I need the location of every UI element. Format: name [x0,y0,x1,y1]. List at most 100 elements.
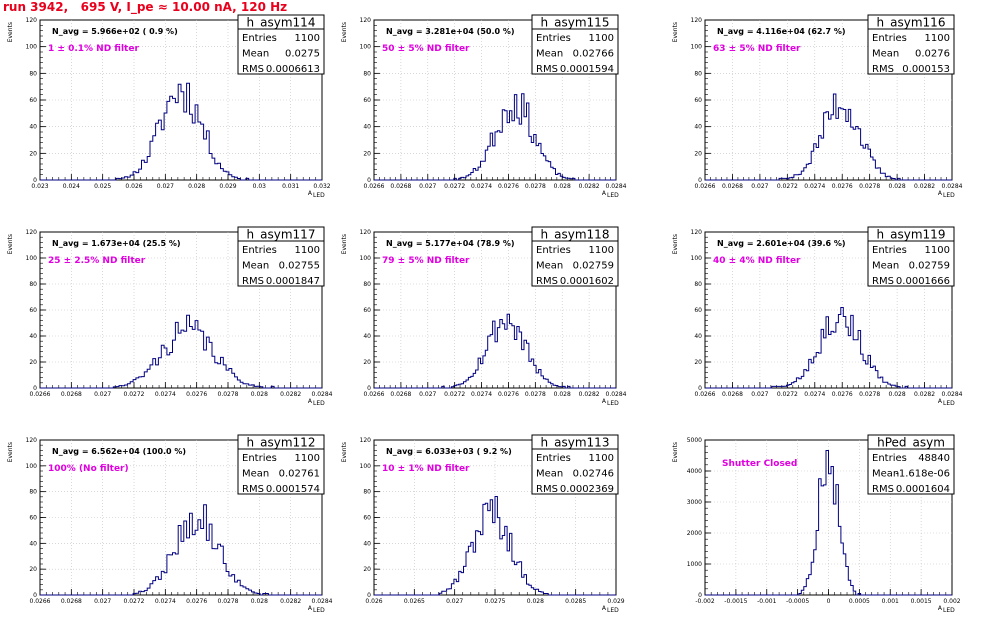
stats-entries-value: 1100 [589,245,614,256]
x-tick-label: 0.0276 [498,183,519,190]
x-tick-label: 0.0282 [579,391,600,398]
x-tick-label: 0.027 [419,183,436,190]
x-tick-label: 0.025 [94,183,111,190]
x-tick-label: 0.002 [943,598,960,605]
x-tick-label: 0.027 [157,183,174,190]
x-tick-label: 0.0266 [695,391,716,398]
stats-entries-value: 1100 [925,245,950,256]
y-tick-label: 20 [363,150,371,157]
y-tick-label: 3000 [687,499,702,506]
stats-title: h_asym112 [247,436,316,450]
stats-rms-label: RMS [872,484,894,495]
x-axis-label-subscript: LED [943,400,955,407]
histogram-series [374,313,616,389]
stats-box [237,434,325,495]
x-tick-label: 0.0282 [280,598,301,605]
y-tick-label: 20 [694,150,702,157]
x-tick-label: 0.0268 [61,391,82,398]
stats-rms-label: RMS [242,276,264,287]
y-axis-label: Events [7,442,14,462]
y-axis-label: Events [7,234,14,254]
x-tick-label: 0.0015 [911,598,932,605]
stats-box [867,434,955,495]
x-tick-label: 0.0278 [218,391,239,398]
y-tick-label: 120 [360,229,372,236]
y-tick-label: 80 [29,489,37,496]
y-tick-label: 40 [29,333,37,340]
y-tick-label: 20 [29,359,37,366]
x-axis-label-subscript: LED [313,400,325,407]
x-tick-label: 0.0278 [525,391,546,398]
stats-rms-label: RMS [872,64,894,75]
y-tick-label: 60 [363,307,371,314]
y-tick-label: 0 [698,177,702,184]
x-tick-label: 0.027 [419,391,436,398]
x-tick-label: 0.0282 [914,183,935,190]
x-tick-label: 0.0274 [155,598,176,605]
navg-label: N_avg = 2.601e+04 (39.6 %) [717,239,846,248]
stats-box [531,14,619,75]
x-tick-label: 0.0266 [695,183,716,190]
stats-mean-value: 0.02746 [573,469,614,480]
stats-mean-value: 0.0275 [285,49,320,60]
x-tick-label: 0.03 [253,183,267,190]
x-axis-label: A [602,605,607,612]
y-tick-label: 80 [694,281,702,288]
stats-box [867,226,955,287]
y-tick-label: 0 [33,177,37,184]
x-axis-label: A [938,605,943,612]
y-tick-label: 100 [691,255,703,262]
x-axis-label: A [602,190,607,197]
x-axis-label-subscript: LED [607,607,619,614]
x-tick-label: 0 [827,598,831,605]
histogram-panel-h_asym116: 0.0266 0.0268 0.027 0.0272 0.0274 0.0276 0.027… [672,14,963,199]
stats-mean-value: 0.0276 [915,49,950,60]
y-tick-label: 100 [26,44,38,51]
y-axis-label: Events [672,22,679,42]
x-tick-label: 0.0284 [606,183,627,190]
stats-entries-label: Entries [872,245,907,256]
y-axis-label: Events [341,22,348,42]
stats-rms-value: 0.0002369 [560,484,614,495]
y-tick-label: 0 [698,592,702,599]
y-axis-label: Events [672,442,679,462]
y-tick-label: 120 [26,17,38,24]
stats-entries-label: Entries [242,33,277,44]
stats-mean-value: 0.02766 [573,49,614,60]
x-tick-label: 0.028 [251,391,268,398]
stats-mean-label: Mean [242,469,269,480]
y-tick-label: 120 [26,229,38,236]
x-tick-label: -0.0005 [786,598,809,605]
stats-rms-value: 0.0006613 [266,64,320,75]
x-tick-label: 0.0268 [390,391,411,398]
stats-mean-label: Mean [872,261,899,272]
histogram-panel-h_asym112: 0.0266 0.0268 0.027 0.0272 0.0274 0.0276 0.027… [7,434,333,614]
x-tick-label: 0.0275 [485,598,506,605]
y-tick-label: 0 [33,385,37,392]
x-tick-label: 0.027 [446,598,463,605]
x-tick-label: 0.0005 [849,598,870,605]
x-tick-label: 0.0272 [124,598,145,605]
x-tick-label: 0.0272 [444,183,465,190]
stats-mean-value: 0.02759 [909,261,950,272]
y-tick-label: 40 [363,540,371,547]
stats-rms-label: RMS [242,484,264,495]
x-tick-label: 0.0284 [312,598,333,605]
histogram-panel-h_asym117: 0.0266 0.0268 0.027 0.0272 0.0274 0.0276 0.027… [7,226,333,407]
y-tick-label: 1000 [687,561,702,568]
y-axis-label: Events [341,234,348,254]
y-axis-label: Events [341,442,348,462]
stats-title: h_asym116 [877,16,946,30]
y-tick-label: 20 [694,359,702,366]
histogram-panel-h_asym114: 0.023 0.024 0.025 0.026 0.027 0.028 0.029 0.03 0… [7,14,331,199]
stats-entries-value: 1100 [589,33,614,44]
x-axis-label: A [308,605,313,612]
stats-title: h_asym114 [247,16,316,30]
x-tick-label: 0.0278 [859,183,880,190]
stats-box [531,434,619,495]
y-tick-label: 60 [29,307,37,314]
y-tick-label: 4000 [687,468,702,475]
stats-mean-value: 0.02761 [279,469,320,480]
stats-entries-label: Entries [242,453,277,464]
x-tick-label: 0.028 [889,183,906,190]
